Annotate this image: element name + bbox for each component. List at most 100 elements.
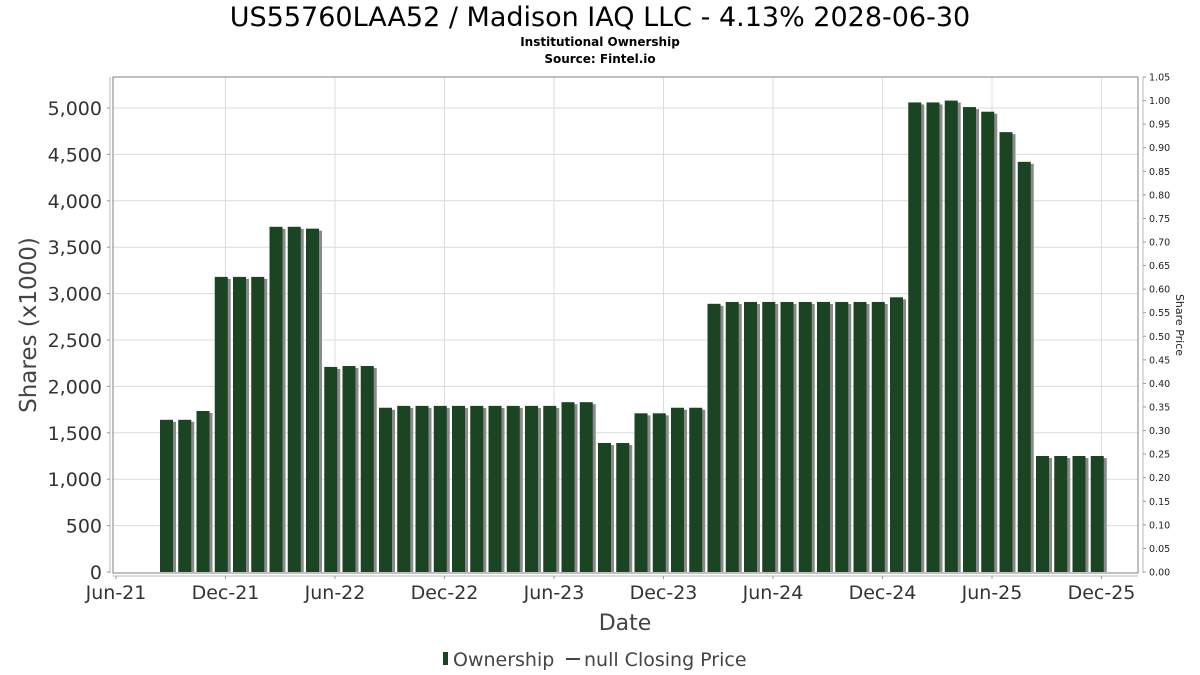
- bar: [324, 367, 337, 572]
- y-tick-label: 2,000: [48, 376, 102, 398]
- legend-ownership-label: Ownership: [453, 649, 554, 671]
- bar: [543, 406, 556, 572]
- y2-tick-label: 1.05: [1149, 73, 1170, 84]
- bar: [616, 443, 629, 572]
- legend: Ownership null Closing Price: [443, 649, 747, 671]
- y-tick-label: 500: [66, 516, 102, 538]
- bar: [1018, 162, 1031, 572]
- bar: [397, 406, 410, 572]
- y-tick-label: 0: [90, 562, 102, 584]
- x-tick-label: Dec-24: [849, 582, 917, 604]
- y-axis-right: 0.000.050.100.150.200.250.300.350.400.45…: [1143, 73, 1170, 579]
- bar: [598, 443, 611, 572]
- bar: [726, 302, 739, 572]
- bar: [908, 102, 921, 572]
- bar: [507, 406, 520, 572]
- bar: [1091, 456, 1104, 572]
- bar: [689, 408, 702, 572]
- legend-price-label: null Closing Price: [584, 649, 747, 671]
- y-tick-label: 2,500: [48, 330, 102, 352]
- bar: [762, 302, 775, 572]
- bar: [927, 102, 940, 572]
- bar: [817, 302, 830, 572]
- y2-tick-label: 0.75: [1149, 214, 1170, 225]
- y-axis-label: Shares (x1000): [16, 237, 42, 413]
- y2-tick-label: 0.05: [1149, 544, 1170, 555]
- bar: [215, 277, 228, 572]
- y2-tick-label: 0.65: [1149, 261, 1170, 272]
- bar: [251, 277, 264, 572]
- y-tick-label: 3,500: [48, 237, 102, 259]
- bar: [781, 302, 794, 572]
- bar: [1036, 456, 1049, 572]
- y2-tick-label: 0.45: [1149, 355, 1170, 366]
- y-axis-left: 0 500 1,000 1,500 2,000 2,500 3,000 3,500 4,000 4…: [48, 77, 110, 584]
- bar: [288, 227, 301, 572]
- x-tick-label: Jun-21: [85, 582, 147, 604]
- y2-tick-label: 0.30: [1149, 426, 1170, 437]
- bar: [470, 406, 483, 572]
- y-tick-label: 4,000: [48, 191, 102, 213]
- y-tick-label: 1,000: [48, 469, 102, 491]
- bar: [945, 101, 958, 572]
- y2-tick-label: 0.10: [1149, 520, 1170, 531]
- bar: [1000, 132, 1013, 572]
- bar: [379, 408, 392, 572]
- x-tick-label: Jun-24: [742, 582, 804, 604]
- y-tick-label: 5,000: [48, 98, 102, 120]
- y2-tick-label: 0.70: [1149, 238, 1170, 249]
- bar: [178, 420, 191, 572]
- bars-group: [160, 101, 1107, 572]
- y2-tick-label: 0.55: [1149, 308, 1170, 319]
- bar: [835, 302, 848, 572]
- y2-tick-label: 0.25: [1149, 450, 1170, 461]
- x-tick-label: Dec-21: [192, 582, 260, 604]
- bar: [708, 304, 721, 572]
- bar: [452, 406, 465, 572]
- x-tick-label: Dec-22: [411, 582, 479, 604]
- bar: [306, 229, 319, 572]
- bar: [416, 406, 429, 572]
- y2-tick-label: 0.90: [1149, 143, 1170, 154]
- y-tick-label: 4,500: [48, 144, 102, 166]
- bar: [489, 406, 502, 572]
- bar: [744, 302, 757, 572]
- bar: [963, 107, 976, 572]
- y2-tick-label: 0.80: [1149, 190, 1170, 201]
- x-tick-label: Jun-25: [961, 582, 1023, 604]
- bar: [890, 297, 903, 572]
- y2-tick-label: 0.40: [1149, 379, 1170, 390]
- y2-tick-label: 0.00: [1149, 568, 1170, 579]
- y2-tick-label: 0.95: [1149, 120, 1170, 131]
- bar: [635, 413, 648, 572]
- x-axis: Jun-21 Dec-21 Jun-22 Dec-22 Jun-23 Dec-23 Jun-…: [85, 576, 1138, 604]
- bar: [434, 406, 447, 572]
- bar: [981, 112, 994, 572]
- y-tick-label: 3,000: [48, 284, 102, 306]
- bar: [872, 302, 885, 572]
- bar: [580, 402, 593, 572]
- y2-axis-label: Share Price: [1173, 294, 1186, 356]
- bar: [1054, 456, 1067, 572]
- bar: [525, 406, 538, 572]
- bar: [653, 413, 666, 572]
- bar: [799, 302, 812, 572]
- bar: [562, 402, 575, 572]
- x-tick-label: Dec-23: [630, 582, 698, 604]
- bar: [361, 366, 374, 572]
- y2-tick-label: 0.50: [1149, 332, 1170, 343]
- y2-tick-label: 0.60: [1149, 285, 1170, 296]
- x-tick-label: Jun-23: [523, 582, 585, 604]
- bar: [197, 411, 210, 572]
- y2-tick-label: 0.35: [1149, 403, 1170, 414]
- y-tick-label: 1,500: [48, 423, 102, 445]
- x-axis-label: Date: [599, 611, 652, 636]
- y2-tick-label: 0.20: [1149, 473, 1170, 484]
- bar: [671, 408, 684, 572]
- bar: [160, 420, 173, 572]
- bar: [343, 366, 356, 572]
- y2-tick-label: 1.00: [1149, 96, 1170, 107]
- bar: [854, 302, 867, 572]
- x-tick-label: Jun-22: [304, 582, 366, 604]
- x-tick-label: Dec-25: [1068, 582, 1136, 604]
